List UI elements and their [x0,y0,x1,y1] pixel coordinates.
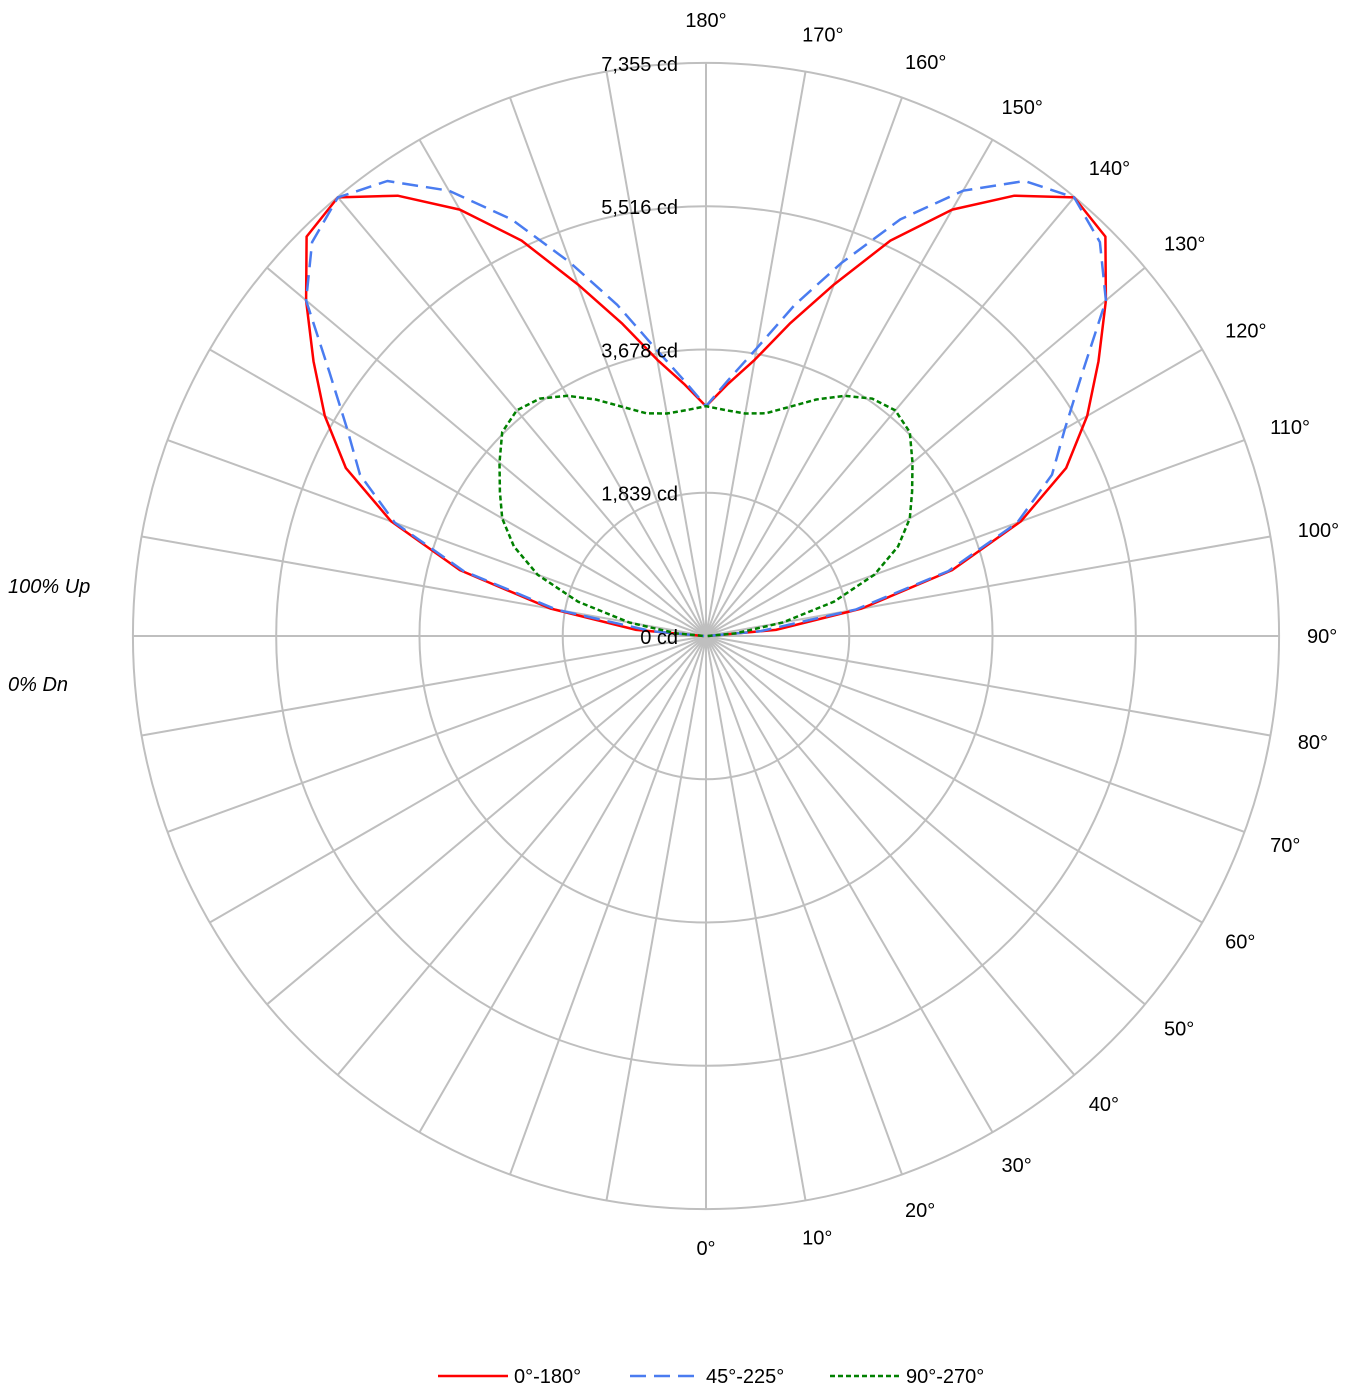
grid-spoke [705,635,1076,1076]
grid-spoke [705,635,994,1133]
radial-tick-label: 0 cd [640,627,678,649]
grid-spoke [705,635,903,1175]
angle-tick-label: 140° [1089,158,1130,180]
angle-tick-label: 130° [1164,233,1205,255]
angle-tick-label: 70° [1270,835,1300,857]
grid-spoke [418,139,707,637]
grid-spoke [705,635,1203,924]
grid-spoke [509,635,707,1175]
grid-spoke [705,535,1271,637]
legend-label-3: 90°-270° [906,1366,984,1388]
radial-tick-label: 1,839 cd [601,484,678,506]
grid-spoke [705,97,903,637]
grid-spoke [705,635,1271,737]
grid-spoke [705,635,1146,1006]
grid-spoke [705,635,807,1201]
grid-spoke [605,635,707,1201]
radial-tick-label: 5,516 cd [601,197,678,219]
grid-spoke [209,348,707,637]
angle-tick-label: 10° [802,1228,832,1250]
grid-spoke [705,266,1146,637]
legend-label-1: 0°-180° [514,1366,581,1388]
radial-tick-labels: 0 cd 1,839 cd 3,678 cd 5,516 cd 7,355 cd [601,54,678,649]
angle-tick-label: 0° [696,1238,715,1260]
angle-tick-label: 170° [802,24,843,46]
chart-legend: 0°-180° 45°-225° 90°-270° [438,1366,984,1388]
grid-spoke [418,635,707,1133]
angle-tick-labels: 0° 10° 20° 30° 40° 50° 60° 70° 80° 90° 100° 110° 120… [685,10,1339,1260]
down-annotation: 0% Dn [8,674,69,696]
grid-spoke [266,635,707,1006]
grid-spoke [141,535,707,637]
grid-spoke [605,71,707,637]
angle-tick-label: 150° [1002,97,1043,119]
grid-spoke [705,139,994,637]
grid-spoke [336,635,707,1076]
series-line-3 [498,394,914,638]
angle-tick-label: 40° [1089,1094,1119,1116]
radial-tick-label: 3,678 cd [601,340,678,362]
up-annotation: 100% Up [8,576,91,598]
angle-tick-label: 180° [685,10,726,32]
grid-spoke [167,635,707,833]
grid-ring [131,61,1281,1211]
angle-tick-label: 30° [1002,1155,1032,1177]
angle-tick-label: 50° [1164,1019,1194,1041]
angle-tick-label: 120° [1225,321,1266,343]
grid-spoke [705,71,807,637]
radial-tick-label: 7,355 cd [601,54,678,76]
grid-spoke [705,348,1203,637]
legend-label-2: 45°-225° [706,1366,784,1388]
grid-spoke [167,439,707,637]
angle-tick-label: 90° [1307,626,1337,648]
grid-spoke [336,196,707,637]
grid-spoke [705,196,1076,637]
angle-tick-label: 80° [1298,732,1328,754]
grid-spoke [705,439,1245,637]
grid-spoke [141,635,707,737]
grid-spoke [266,266,707,637]
angle-tick-label: 20° [905,1200,935,1222]
grid-spoke [509,97,707,637]
angle-tick-label: 110° [1270,417,1310,439]
grid-spoke [209,635,707,924]
angular-grid [133,63,1279,1209]
angle-tick-label: 100° [1298,520,1339,542]
angle-tick-label: 60° [1225,932,1255,954]
angle-tick-label: 160° [905,52,946,74]
series-layer [304,179,1108,638]
grid-spoke [705,635,1245,833]
